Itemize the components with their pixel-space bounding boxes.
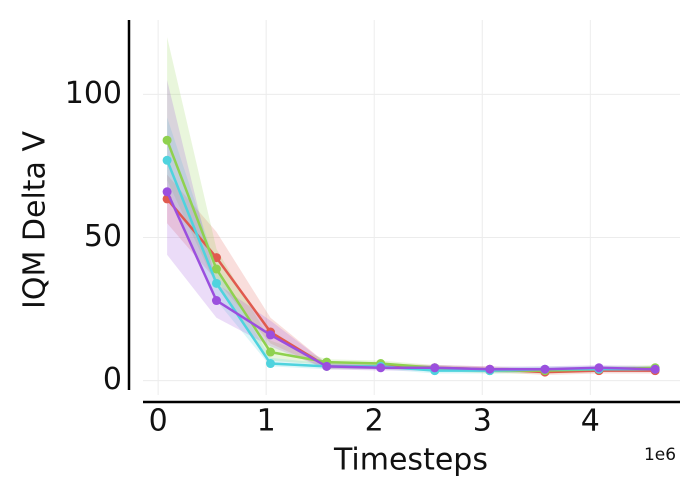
- point: [211, 264, 221, 274]
- point: [265, 330, 275, 340]
- x-tick-label: 3: [473, 404, 492, 439]
- point: [540, 364, 550, 374]
- x-tick-label: 1: [257, 404, 276, 439]
- error-band: [167, 80, 656, 373]
- y-axis-label: IQM Delta V: [18, 131, 53, 309]
- point: [430, 363, 440, 373]
- x-axis-label: Timesteps: [333, 443, 488, 478]
- line: [165, 139, 656, 372]
- point: [594, 363, 604, 373]
- point: [265, 347, 275, 357]
- point: [211, 278, 221, 288]
- x-tick-label: 0: [149, 404, 168, 439]
- point: [322, 361, 332, 371]
- error-band: [167, 117, 656, 374]
- point: [376, 363, 386, 373]
- error-band: [167, 174, 656, 375]
- x-tick-label: 2: [365, 404, 384, 439]
- point: [162, 135, 172, 145]
- x-offset-label: 1e6: [644, 445, 676, 465]
- point: [265, 359, 275, 369]
- point: [162, 155, 172, 165]
- y-tick-label: 100: [65, 76, 122, 111]
- line: [165, 191, 656, 371]
- x-tick-label: 4: [581, 404, 600, 439]
- line: [165, 159, 656, 372]
- point: [211, 296, 221, 306]
- point: [650, 364, 660, 374]
- point: [162, 187, 172, 197]
- y-tick-label: 50: [84, 219, 122, 254]
- point: [485, 364, 495, 374]
- y-tick-label: 0: [103, 362, 122, 397]
